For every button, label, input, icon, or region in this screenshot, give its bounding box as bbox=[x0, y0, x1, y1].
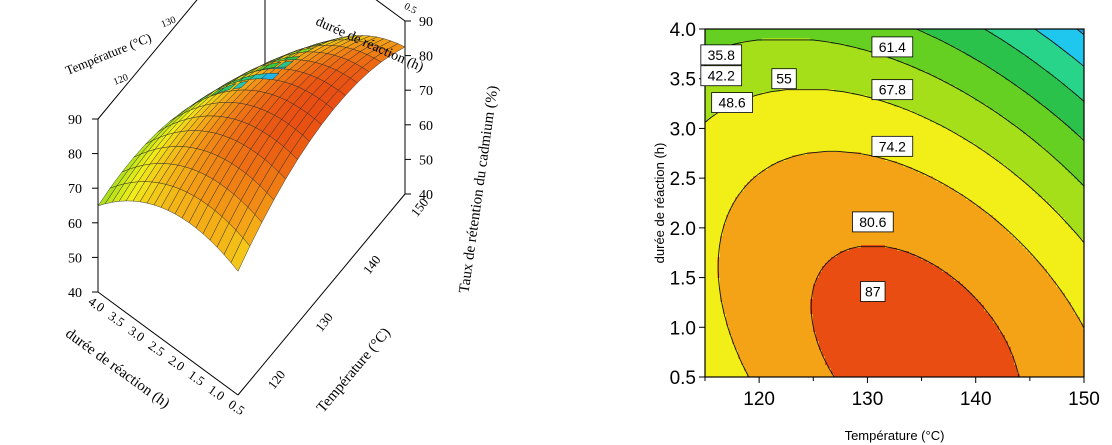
t-tick-label-front: 0.5 bbox=[226, 397, 248, 419]
contour-value-label: 80.6 bbox=[852, 211, 894, 233]
z-tick-label-left: 70 bbox=[68, 182, 82, 197]
contour-fill bbox=[705, 29, 1084, 377]
t-tick-label-top: 0.5 bbox=[402, 1, 418, 17]
z-tick-label-right: 50 bbox=[419, 153, 433, 168]
contour-line-67-8 bbox=[705, 39, 1084, 187]
y-tick-label: 3.0 bbox=[670, 119, 696, 140]
T-tick-label-front: 120 bbox=[264, 367, 288, 392]
contour-value-label: 42.2 bbox=[700, 65, 743, 87]
y-tick-label: 1.0 bbox=[670, 318, 696, 339]
contour-value-label: 74.2 bbox=[871, 135, 914, 157]
y-tick-label: 2.5 bbox=[670, 169, 696, 190]
contour-value-label: 55 bbox=[771, 68, 797, 90]
x-tick-label: 140 bbox=[960, 389, 992, 410]
contour-line-80-6 bbox=[717, 150, 1084, 377]
T-axis-label-front: Température (°C) bbox=[314, 325, 394, 416]
z-tick-label-right: 70 bbox=[419, 84, 433, 99]
y-tick-label: 1.5 bbox=[670, 269, 696, 290]
y-tick-label: 2.0 bbox=[670, 219, 696, 240]
T-tick-label-front: 130 bbox=[312, 310, 336, 335]
z-tick-label-right: 40 bbox=[419, 188, 433, 203]
contour-value-label: 87 bbox=[860, 281, 886, 302]
z-tick-label-left: 80 bbox=[68, 148, 82, 163]
box-edge bbox=[97, 0, 198, 120]
x-tick-label: 130 bbox=[852, 389, 884, 410]
box-edge bbox=[237, 193, 406, 396]
y-tick-label: 4.0 bbox=[670, 20, 696, 41]
z-tick-label-right: 60 bbox=[419, 119, 433, 134]
x-tick-label: 150 bbox=[1068, 389, 1100, 410]
z-tick-label-left: 50 bbox=[68, 251, 82, 266]
contour-line-87 bbox=[810, 246, 1020, 377]
contour-value-label: 67.8 bbox=[871, 79, 914, 101]
T-tick-label-front: 140 bbox=[360, 252, 384, 277]
contour-plot: 120 130 140 150 0.5 1.0 1.5 2.0 2.5 3.0 3.5 4.0 Temp… bbox=[652, 20, 1100, 443]
box-edge bbox=[375, 0, 406, 22]
contour-value-label: 35.8 bbox=[700, 44, 743, 66]
contour-line-74-2 bbox=[705, 89, 1084, 244]
T-axis-label-top: Température (°C) bbox=[63, 30, 153, 78]
z-tick-label-left: 90 bbox=[68, 113, 82, 128]
x-axis-label: Température (°C) bbox=[845, 428, 945, 443]
plot-frame bbox=[704, 28, 1085, 378]
y-tick-label: 0.5 bbox=[670, 368, 696, 389]
T-tick-label-top: 130 bbox=[160, 15, 178, 31]
box-edge bbox=[97, 291, 239, 396]
z-axis-label: Taux de rétention du cadmium (%) bbox=[457, 85, 502, 294]
z-tick-label-right: 80 bbox=[419, 50, 433, 65]
y-axis-label: durée de réaction (h) bbox=[652, 143, 667, 264]
contour-value-label: 48.6 bbox=[711, 92, 753, 113]
z-tick-label-left: 40 bbox=[68, 286, 82, 301]
surface-plot-3d: 40 40 50 50 60 60 70 70 80 80 90 90 Taux de rétentio… bbox=[62, 0, 502, 419]
contour-lines bbox=[705, 29, 1084, 377]
z-tick-label-right: 90 bbox=[419, 15, 433, 30]
x-tick-label: 120 bbox=[743, 389, 775, 410]
surface-mesh bbox=[97, 35, 406, 272]
t-tick-label-top: 1.0 bbox=[382, 0, 398, 2]
z-tick-label-left: 60 bbox=[68, 217, 82, 232]
contour-value-label: 61.4 bbox=[871, 36, 914, 58]
T-tick-label-top: 120 bbox=[112, 72, 130, 88]
y-tick-label: 3.5 bbox=[670, 70, 696, 91]
